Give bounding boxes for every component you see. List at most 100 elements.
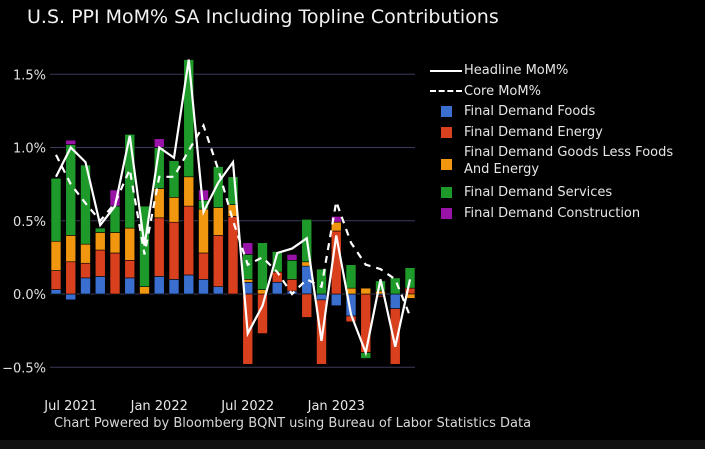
bar-energy	[94, 249, 106, 277]
y-axis-ticks: −0.5% 0.0% 0.5% 1.0% 1.5%	[2, 68, 46, 376]
bar-services	[139, 205, 150, 287]
bar-goods	[198, 208, 209, 254]
legend-item-core[interactable]: Core MoM%	[428, 83, 673, 104]
bar-foods	[94, 276, 106, 295]
legend-swatch-icon	[428, 205, 464, 222]
legend-item-services[interactable]: Final Demand Services	[428, 184, 673, 205]
bar-foods	[124, 277, 136, 295]
bar-foods	[316, 293, 327, 301]
bar-energy	[286, 279, 298, 292]
bar-energy	[124, 260, 136, 279]
bar-construction	[330, 216, 342, 223]
x-tick-label: Jul 2021	[43, 399, 97, 414]
legend-swatch-icon	[428, 103, 464, 120]
bar-energy	[212, 235, 224, 287]
bar-goods	[168, 197, 180, 223]
y-tick-label: 1.5%	[13, 68, 46, 83]
bar-services	[227, 176, 239, 205]
bar-goods	[124, 227, 136, 261]
bar-foods	[271, 281, 283, 295]
legend: Headline MoM% Core MoM% Final Demand Foods…	[428, 62, 673, 225]
bar-energy	[183, 205, 195, 276]
bar-goods	[50, 240, 62, 271]
bar-goods	[212, 207, 224, 236]
bar-energy	[389, 308, 401, 365]
x-tick-label: Jul 2022	[220, 399, 274, 414]
bar-construction	[65, 139, 77, 145]
bar-goods	[139, 286, 150, 295]
legend-swatch-icon	[428, 124, 464, 141]
legend-swatch-icon	[428, 144, 464, 184]
bar-services	[168, 160, 180, 198]
legend-swatch-icon	[428, 184, 464, 201]
bar-energy	[301, 293, 313, 318]
bar-goods	[109, 232, 121, 254]
line-headline	[55, 59, 412, 357]
bar-energy	[80, 262, 91, 279]
legend-label: Final Demand Energy	[464, 124, 603, 140]
x-axis-ticks: Jul 2021 Jan 2022 Jul 2022 Jan 2023	[43, 399, 365, 414]
bar-foods	[183, 274, 195, 295]
bar-goods	[80, 243, 91, 264]
bar-foods	[168, 279, 180, 295]
bar-services	[404, 267, 416, 289]
bar-foods	[50, 289, 62, 295]
y-tick-label: 1.0%	[13, 142, 46, 157]
bottom-strip	[0, 440, 705, 449]
bar-energy	[198, 252, 209, 280]
bar-goods	[65, 235, 77, 263]
legend-line-icon	[428, 62, 464, 79]
bar-services	[345, 264, 357, 289]
bar-energy	[168, 221, 180, 280]
bar-energy	[375, 295, 386, 298]
line-series	[55, 59, 412, 357]
bar-goods	[183, 176, 195, 207]
bar-construction	[286, 254, 298, 261]
bar-services	[50, 177, 62, 242]
bar-goods	[404, 293, 416, 299]
bar-energy	[65, 261, 77, 295]
legend-item-headline[interactable]: Headline MoM%	[428, 62, 673, 83]
bar-foods	[330, 293, 342, 307]
legend-item-goods[interactable]: Final Demand Goods Less Foods And Energy	[428, 144, 673, 184]
bar-foods	[80, 277, 91, 295]
chart-footer: Chart Powered by Bloomberg BQNT using Bu…	[54, 416, 532, 431]
bar-services	[212, 166, 224, 208]
line-core	[55, 122, 412, 317]
bar-energy	[50, 270, 62, 290]
bar-services	[94, 227, 106, 233]
legend-line-icon	[428, 83, 464, 100]
bar-foods	[153, 276, 165, 295]
bar-foods	[212, 286, 224, 295]
bar-services	[242, 254, 254, 280]
bar-energy	[316, 299, 327, 365]
y-tick-label: 0.5%	[13, 215, 46, 230]
legend-label: Headline MoM%	[464, 63, 569, 78]
legend-label: Core MoM%	[464, 83, 541, 99]
bar-goods	[360, 287, 372, 295]
x-tick-label: Jan 2023	[307, 399, 365, 414]
y-tick-label: −0.5%	[2, 361, 46, 376]
bar-services	[257, 242, 268, 290]
bar-series	[50, 59, 416, 365]
legend-item-foods[interactable]: Final Demand Foods	[428, 103, 673, 124]
legend-item-energy[interactable]: Final Demand Energy	[428, 124, 673, 145]
bar-services	[389, 277, 401, 295]
bar-foods	[65, 293, 77, 301]
legend-label: Final Demand Construction	[464, 205, 641, 221]
legend-label: Final Demand Foods	[464, 104, 596, 119]
bar-foods	[198, 279, 209, 295]
bar-energy	[109, 252, 121, 295]
legend-item-construction[interactable]: Final Demand Construction	[428, 205, 673, 226]
bar-construction	[198, 189, 209, 201]
chart-title: U.S. PPI MoM% SA Including Topline Contr…	[27, 6, 499, 28]
bar-goods	[94, 232, 106, 251]
legend-label: Final Demand Services	[464, 185, 613, 200]
legend-label: Final Demand Goods Less Foods And Energy	[464, 145, 674, 177]
x-tick-label: Jan 2022	[130, 399, 188, 414]
y-tick-label: 0.0%	[13, 288, 46, 303]
bar-services	[286, 260, 298, 280]
bar-energy	[153, 217, 165, 277]
bar-foods	[389, 293, 401, 309]
